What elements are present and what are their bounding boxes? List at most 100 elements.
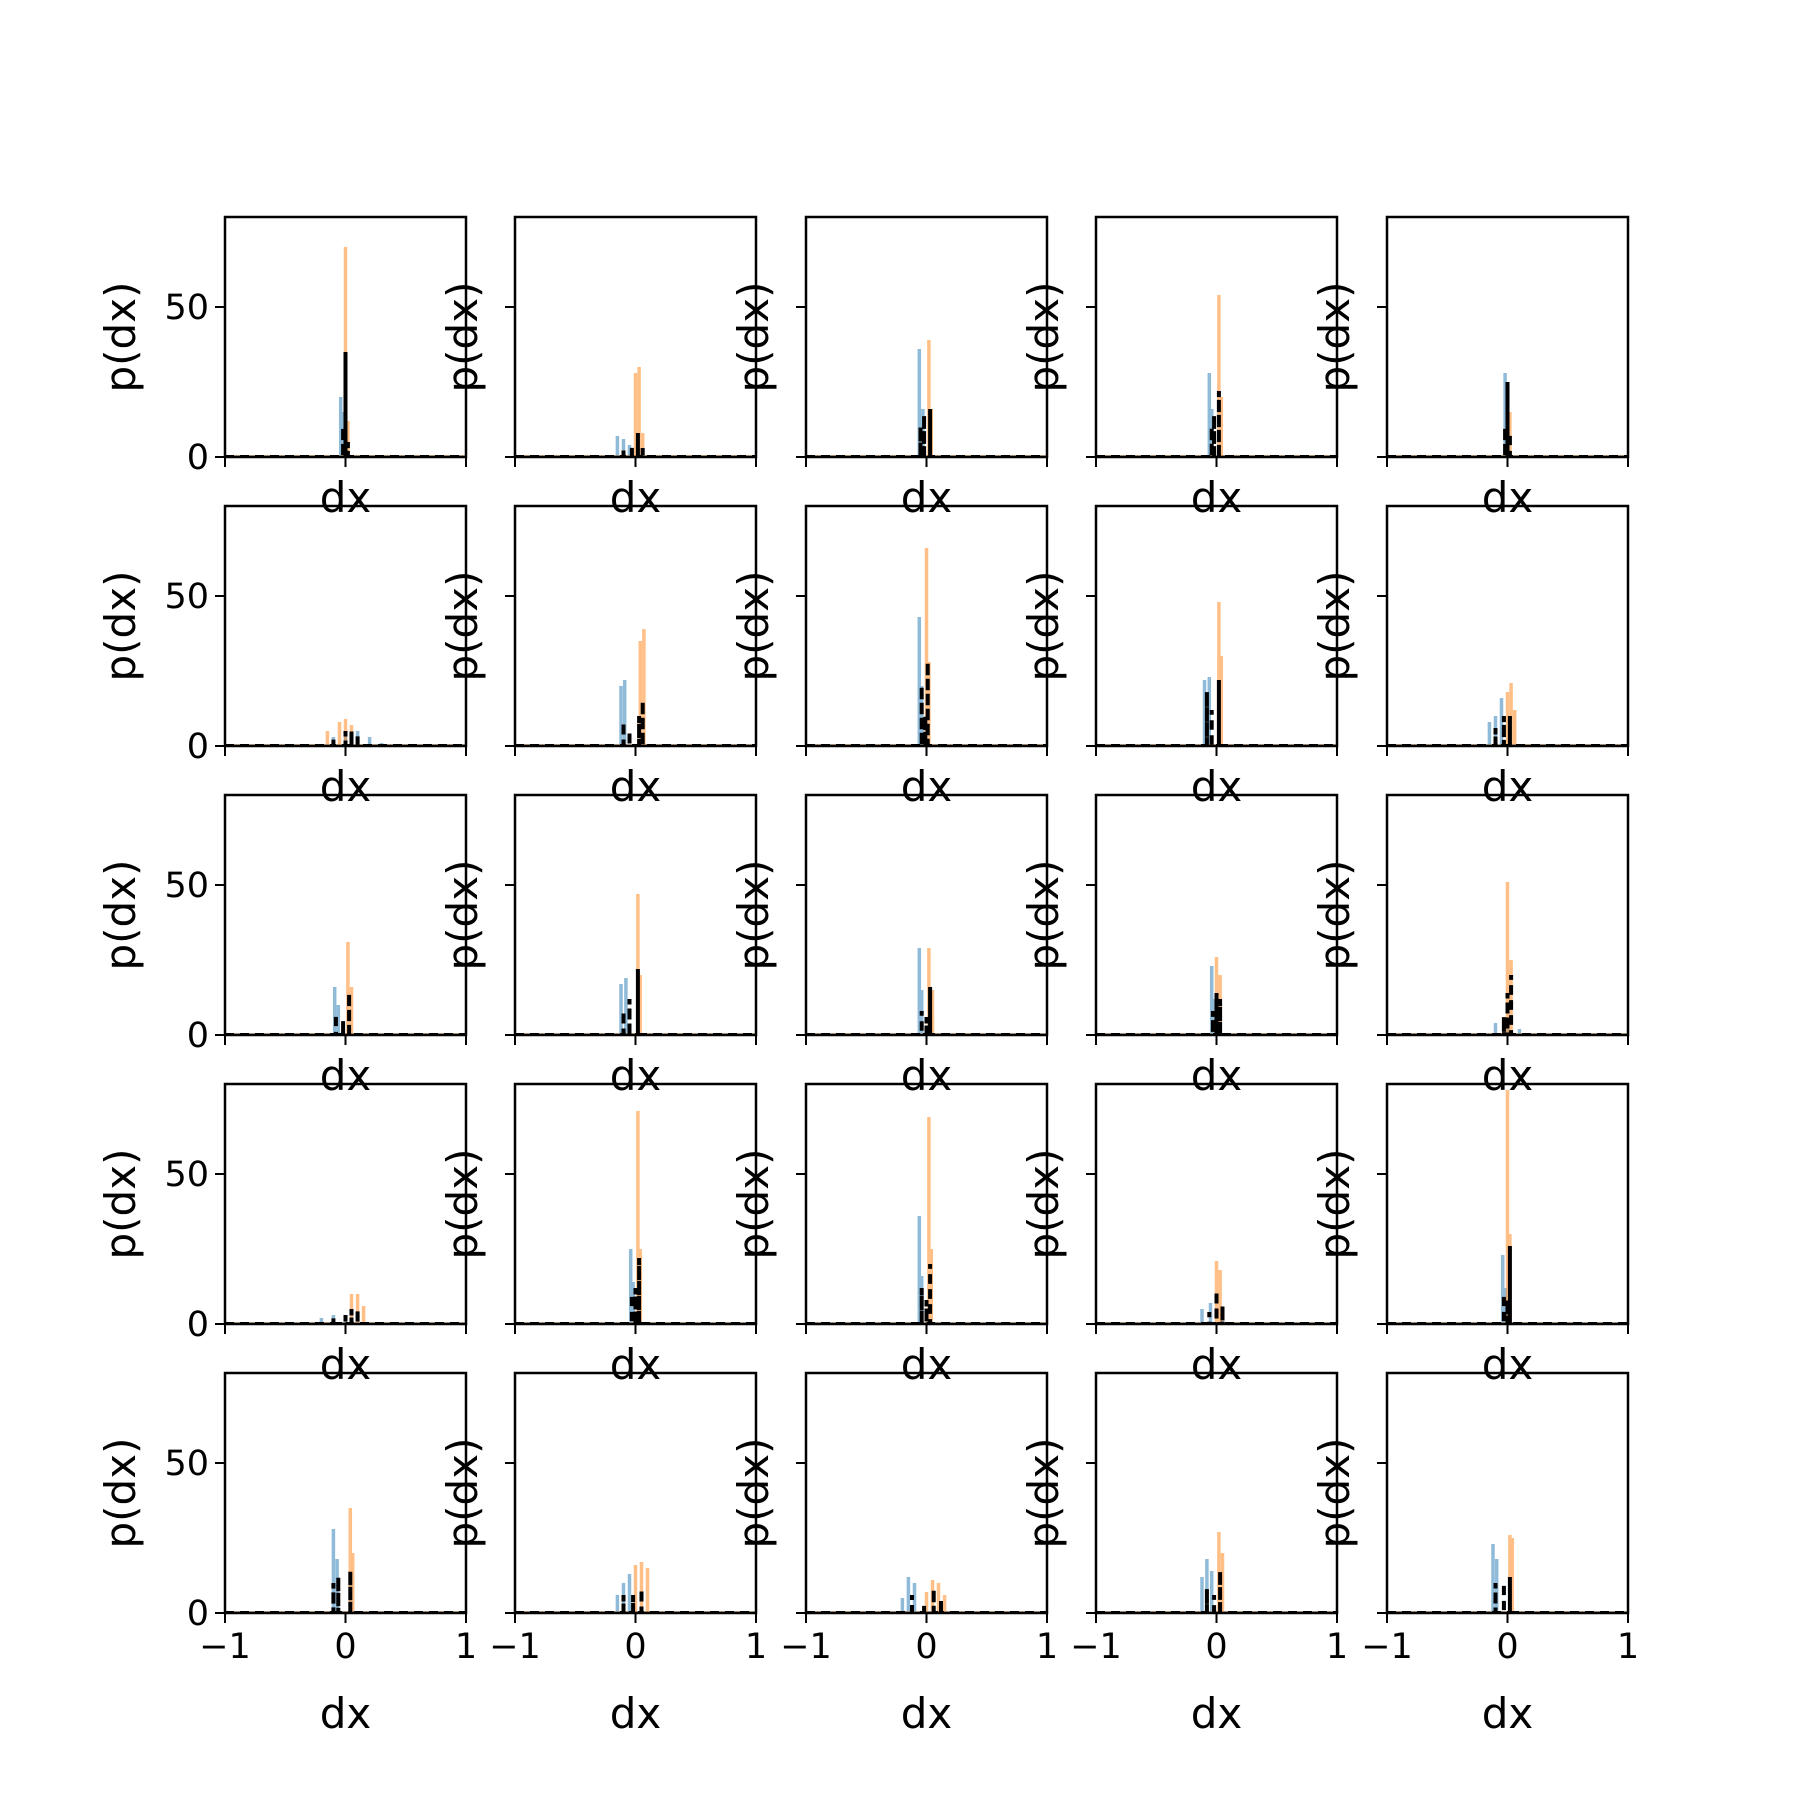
x-axis-label: dx — [901, 762, 953, 811]
subplot-2-4: dx p(dx) — [1019, 504, 1339, 811]
x-tick-label: 0 — [334, 1627, 356, 1667]
plot-area — [1387, 683, 1628, 746]
y-tick-label: 50 — [164, 1444, 209, 1484]
plot-area — [1387, 1090, 1628, 1324]
series-dashed-histogram — [806, 1264, 1047, 1324]
x-axis-label: dx — [1482, 1689, 1534, 1738]
y-axis-label: p(dx) — [1310, 1438, 1359, 1549]
subplot-5-3: −1 0 1 dx p(dx) — [729, 1371, 1058, 1738]
axes-frame — [223, 504, 468, 748]
subplot-5-5: −1 0 1 dx p(dx) — [1310, 1371, 1639, 1738]
subplot-1-1: 0 50 dx p(dx) — [96, 215, 468, 522]
x-axis-label: dx — [1482, 473, 1534, 522]
plot-area — [515, 1562, 756, 1613]
y-axis-label: p(dx) — [1019, 1438, 1068, 1549]
y-axis-label: p(dx) — [1019, 282, 1068, 393]
series-dashed-histogram — [225, 1309, 466, 1324]
series-dashed-histogram — [1096, 993, 1337, 1035]
series-blue-histogram — [1387, 698, 1628, 746]
series-dashed-histogram — [1387, 1577, 1628, 1613]
series-orange-histogram — [225, 1294, 466, 1324]
series-blue-histogram — [225, 1529, 466, 1613]
x-axis-label: dx — [320, 762, 372, 811]
y-axis-label: p(dx) — [438, 1438, 487, 1549]
series-orange-histogram — [515, 1562, 756, 1613]
series-orange-histogram — [1096, 1532, 1337, 1613]
x-axis-label: dx — [320, 1340, 372, 1389]
series-blue-histogram — [1387, 1544, 1628, 1613]
x-tick-label: 1 — [1617, 1627, 1639, 1667]
subplot-4-3: dx p(dx) — [729, 1082, 1049, 1389]
y-tick-label: 50 — [164, 288, 209, 328]
axes-frame — [1094, 215, 1339, 459]
y-axis-label: p(dx) — [438, 860, 487, 971]
plot-area — [1096, 295, 1337, 457]
axes-frame — [223, 1082, 468, 1326]
series-dashed-histogram — [1387, 975, 1628, 1035]
series-dashed-histogram — [1387, 716, 1628, 746]
plot-area — [1387, 882, 1628, 1035]
y-tick-label: 0 — [187, 727, 209, 767]
plot-area — [225, 942, 466, 1035]
y-axis-label: p(dx) — [1019, 571, 1068, 682]
series-dashed-histogram — [806, 987, 1047, 1035]
subplot-3-4: dx p(dx) — [1019, 793, 1339, 1100]
series-dashed-histogram — [515, 1589, 756, 1613]
y-axis-label: p(dx) — [96, 571, 145, 682]
y-axis-label: p(dx) — [729, 282, 778, 393]
series-dashed-histogram — [1387, 382, 1628, 457]
x-axis-label: dx — [610, 473, 662, 522]
series-blue-histogram — [806, 1577, 1047, 1613]
axes-frame — [513, 793, 758, 1037]
plot-area — [1387, 373, 1628, 457]
x-tick-label: −1 — [1361, 1627, 1413, 1667]
series-blue-histogram — [515, 680, 756, 746]
subplot-1-4: dx p(dx) — [1019, 215, 1339, 522]
series-orange-histogram — [806, 1580, 1047, 1613]
series-dashed-histogram — [806, 409, 1047, 457]
y-axis-label: p(dx) — [1310, 860, 1359, 971]
series-orange-histogram — [1387, 1535, 1628, 1613]
x-tick-label: −1 — [1070, 1627, 1122, 1667]
y-tick-label: 0 — [187, 438, 209, 478]
plot-area — [806, 548, 1047, 746]
y-axis-label: p(dx) — [729, 571, 778, 682]
series-orange-histogram — [806, 1117, 1047, 1324]
series-orange-histogram — [1096, 602, 1337, 746]
series-orange-histogram — [515, 894, 756, 1035]
series-orange-histogram — [1096, 295, 1337, 457]
x-axis-label: dx — [1191, 1689, 1243, 1738]
axes-frame — [804, 1371, 1049, 1615]
axes-frame — [804, 215, 1049, 459]
x-tick-label: −1 — [489, 1627, 541, 1667]
plot-area — [806, 340, 1047, 457]
x-axis-label: dx — [610, 1340, 662, 1389]
axes-frame — [804, 793, 1049, 1037]
series-orange-histogram — [1387, 1090, 1628, 1324]
series-orange-histogram — [515, 629, 756, 746]
y-tick-label: 50 — [164, 866, 209, 906]
series-dashed-histogram — [225, 993, 466, 1035]
plot-area — [1096, 602, 1337, 746]
x-axis-label: dx — [901, 473, 953, 522]
axes-frame — [223, 1371, 468, 1615]
series-dashed-histogram — [1096, 1571, 1337, 1613]
x-axis-label: dx — [1191, 1051, 1243, 1100]
plot-area — [225, 247, 466, 457]
x-axis-label: dx — [320, 1051, 372, 1100]
series-dashed-histogram — [225, 352, 466, 457]
series-blue-histogram — [1096, 1303, 1337, 1324]
x-tick-label: 1 — [745, 1627, 767, 1667]
x-tick-label: 1 — [1036, 1627, 1058, 1667]
plot-area — [806, 948, 1047, 1035]
plot-area — [515, 894, 756, 1035]
x-axis-label: dx — [1482, 1340, 1534, 1389]
subplot-3-3: dx p(dx) — [729, 793, 1049, 1100]
subplot-3-1: 0 50 dx p(dx) — [96, 793, 468, 1100]
series-blue-histogram — [806, 1216, 1047, 1324]
plot-area — [1387, 1535, 1628, 1613]
series-dashed-histogram — [225, 1571, 466, 1613]
axes-frame — [1385, 1371, 1630, 1615]
y-tick-label: 50 — [164, 1155, 209, 1195]
